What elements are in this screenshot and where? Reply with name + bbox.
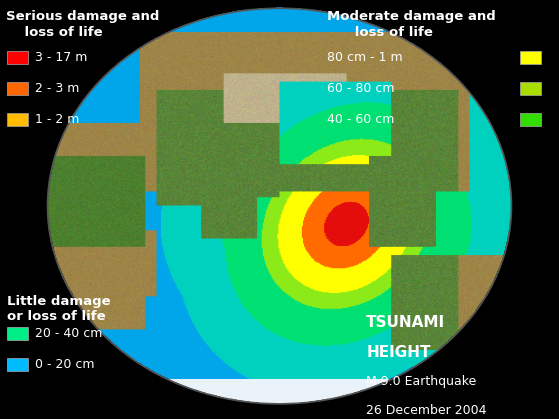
Bar: [7, 51, 28, 64]
Text: 0 - 20 cm: 0 - 20 cm: [35, 358, 94, 371]
Bar: [520, 51, 541, 64]
Text: Serious damage and
    loss of life: Serious damage and loss of life: [6, 10, 159, 39]
Text: 20 - 40 cm: 20 - 40 cm: [35, 327, 102, 340]
Bar: [520, 113, 541, 126]
Text: 80 cm - 1 m: 80 cm - 1 m: [327, 51, 402, 64]
Text: TSUNAMI: TSUNAMI: [366, 315, 446, 330]
Bar: [7, 82, 28, 95]
Text: 2 - 3 m: 2 - 3 m: [35, 82, 79, 95]
Text: Little damage
or loss of life: Little damage or loss of life: [7, 295, 110, 323]
Text: HEIGHT: HEIGHT: [366, 345, 430, 360]
Bar: [520, 82, 541, 95]
Text: M 9.0 Earthquake: M 9.0 Earthquake: [366, 375, 476, 388]
Text: 1 - 2 m: 1 - 2 m: [35, 113, 79, 126]
Text: 40 - 60 cm: 40 - 60 cm: [327, 113, 395, 126]
Text: 60 - 80 cm: 60 - 80 cm: [327, 82, 395, 95]
Text: 3 - 17 m: 3 - 17 m: [35, 51, 87, 64]
Text: Moderate damage and
      loss of life: Moderate damage and loss of life: [327, 10, 496, 39]
Text: 26 December 2004: 26 December 2004: [366, 404, 487, 417]
Bar: [7, 327, 28, 340]
Bar: [7, 358, 28, 371]
Bar: [7, 113, 28, 126]
